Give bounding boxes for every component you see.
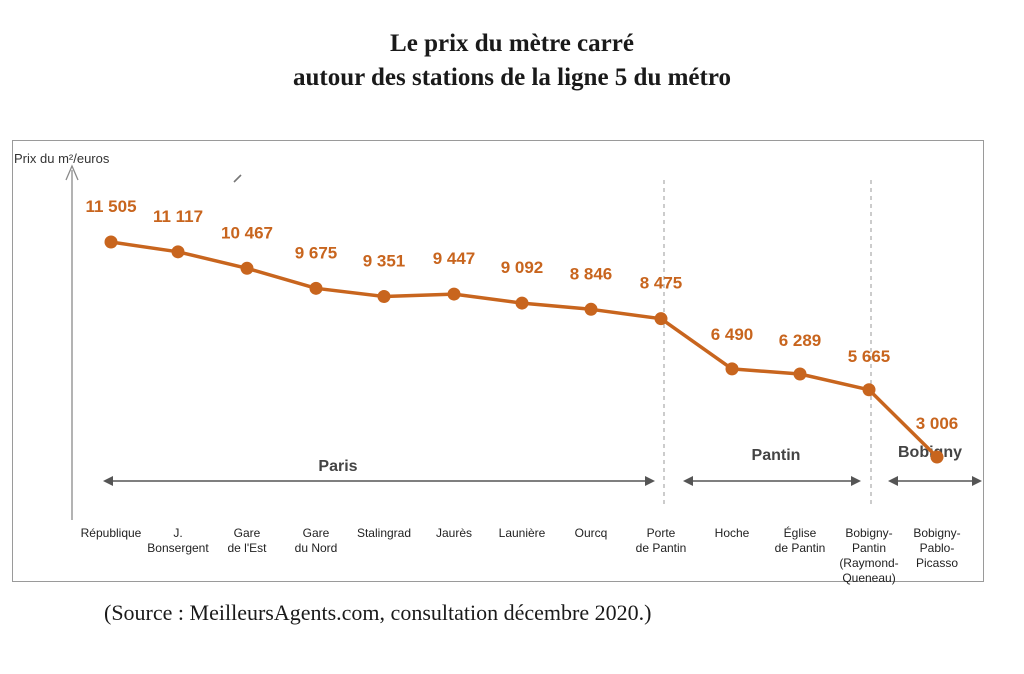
data-point [584, 302, 598, 316]
chart-frame [12, 140, 984, 582]
data-label: 6 289 [779, 331, 822, 350]
x-tick-label: Ourcq [575, 526, 608, 540]
data-point [930, 450, 944, 464]
zone-arrow-right-head-2 [851, 476, 861, 486]
zone-arrow-right-head-3 [972, 476, 982, 486]
pencil-mark [233, 174, 242, 183]
data-point [447, 287, 461, 301]
data-label: 5 665 [848, 347, 891, 366]
data-label: 8 846 [570, 264, 613, 283]
x-tick-label: J. Bonsergent [147, 526, 209, 555]
data-point [793, 367, 807, 381]
y-axis-label: Prix du m²/euros [14, 151, 110, 166]
x-tick-label: République [81, 526, 142, 540]
data-label: 9 447 [433, 249, 476, 268]
x-tick-label: Gare du Nord [295, 526, 338, 555]
zone-label-pantin: Pantin [752, 447, 801, 464]
data-label: 9 092 [501, 258, 544, 277]
data-label: 11 117 [153, 207, 203, 226]
data-label: 9 351 [363, 252, 406, 271]
x-tick-label: Bobigny-Pablo-Picasso [913, 526, 960, 570]
data-point [171, 245, 185, 259]
zone-arrow-left-head-2 [683, 476, 693, 486]
zone-arrow-left-head-1 [103, 476, 113, 486]
data-point [309, 281, 323, 295]
x-tick-label: Porte de Pantin [636, 526, 687, 555]
x-tick-label: Launière [499, 526, 546, 540]
y-axis-arrow [65, 164, 79, 181]
x-tick-label: Gare de l'Est [228, 526, 268, 555]
data-point [725, 362, 739, 376]
data-label: 11 505 [85, 197, 136, 216]
data-point [104, 235, 118, 249]
data-point [862, 383, 876, 397]
x-tick-label: Jaurès [436, 526, 472, 540]
chart-subtitle: autour des stations de la ligne 5 du mét… [292, 64, 731, 91]
zone-arrow-left-head-3 [888, 476, 898, 486]
data-label: 10 467 [221, 223, 273, 242]
data-label: 8 475 [640, 274, 683, 293]
x-tick-label: Stalingrad [357, 526, 411, 540]
data-label: 3 006 [916, 414, 959, 433]
data-point [240, 261, 254, 275]
data-label: 6 490 [711, 325, 754, 344]
source-note: (Source : MeilleursAgents.com, consultat… [104, 600, 652, 625]
chart-title: Le prix du mètre carré [390, 30, 634, 57]
x-tick-label: Église de Pantin [775, 525, 826, 555]
data-point [654, 312, 668, 326]
data-point [515, 296, 529, 310]
data-label: 9 675 [295, 243, 338, 262]
data-point [377, 290, 391, 304]
zone-label-paris: Paris [318, 458, 357, 475]
x-tick-label: Hoche [715, 526, 750, 540]
zone-arrow-right-head-1 [645, 476, 655, 486]
x-tick-label: Bobigny-Pantin (Raymond-Queneau) [839, 526, 898, 585]
